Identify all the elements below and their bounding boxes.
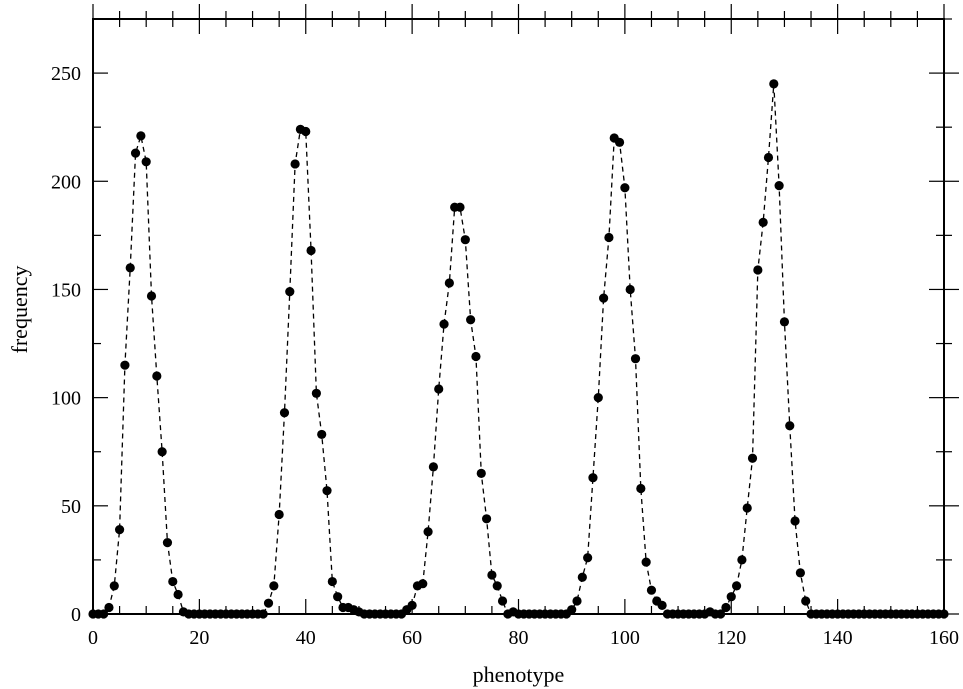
data-point	[444, 278, 454, 288]
data-point	[152, 371, 162, 381]
data-point	[625, 284, 635, 295]
data-point	[641, 557, 651, 567]
data-point	[657, 600, 667, 610]
data-point	[104, 602, 114, 613]
data-point	[109, 581, 119, 591]
data-point	[311, 388, 321, 398]
y-tick-label: 250	[51, 63, 81, 85]
data-point	[290, 159, 300, 169]
data-point	[434, 384, 444, 394]
data-point	[141, 157, 151, 167]
data-point	[173, 589, 183, 600]
data-point	[737, 555, 747, 565]
data-point	[726, 592, 736, 602]
x-tick-label: 40	[296, 627, 316, 649]
data-point	[130, 148, 141, 158]
data-point	[168, 576, 178, 587]
data-point	[785, 421, 795, 431]
data-point	[333, 592, 343, 602]
data-point	[423, 527, 433, 537]
x-tick-label: 140	[823, 627, 853, 649]
data-point	[753, 265, 763, 275]
data-point	[146, 291, 157, 301]
data-point	[721, 602, 731, 613]
x-tick-label: 160	[929, 627, 959, 649]
y-tick-label: 150	[51, 279, 81, 301]
data-point	[731, 581, 742, 591]
data-point	[269, 581, 279, 591]
data-point	[492, 581, 502, 591]
data-point	[599, 293, 609, 303]
x-axis-label: phenotype	[473, 662, 565, 687]
data-point	[795, 568, 805, 578]
data-point	[471, 351, 481, 362]
x-tick-label: 100	[610, 627, 640, 649]
data-point	[481, 514, 492, 524]
data-point	[157, 447, 167, 457]
data-point	[636, 483, 646, 494]
data-point	[162, 538, 173, 548]
x-tick-label: 20	[189, 627, 209, 649]
data-point	[317, 429, 327, 440]
data-point	[630, 354, 641, 364]
x-tick-label: 80	[509, 627, 529, 649]
data-point	[742, 503, 752, 513]
y-tick-label: 50	[61, 496, 81, 518]
data-point	[487, 570, 497, 580]
data-point	[583, 553, 593, 563]
data-point	[407, 600, 417, 610]
data-point	[588, 473, 598, 483]
data-point	[322, 486, 332, 496]
data-point	[779, 317, 790, 327]
y-tick-label: 100	[51, 388, 81, 410]
data-point	[301, 126, 311, 137]
data-point	[418, 579, 428, 589]
data-point	[327, 576, 337, 587]
data-point	[428, 462, 438, 472]
data-point	[763, 152, 774, 163]
series-line	[93, 83, 944, 615]
data-point	[455, 202, 465, 212]
data-point	[758, 217, 768, 227]
data-point	[125, 263, 135, 273]
data-point	[747, 453, 758, 463]
data-point	[120, 360, 130, 370]
data-point	[279, 408, 290, 418]
data-point	[136, 131, 146, 141]
data-point	[769, 79, 779, 89]
data-point	[646, 585, 657, 595]
x-tick-label: 0	[88, 627, 98, 649]
plot-frame	[92, 18, 945, 615]
data-point	[790, 516, 800, 526]
data-point	[614, 137, 625, 147]
y-tick-label: 0	[71, 604, 81, 626]
data-point	[620, 183, 630, 193]
data-point	[114, 525, 125, 535]
data-point	[285, 287, 295, 297]
data-point	[466, 315, 476, 325]
y-tick-label: 200	[51, 171, 81, 193]
y-axis-label: frequency	[7, 266, 32, 354]
data-point	[497, 596, 508, 606]
data-point	[593, 393, 603, 403]
data-point	[604, 232, 614, 243]
data-point	[439, 319, 449, 329]
data-point	[567, 605, 577, 615]
data-point	[460, 235, 470, 245]
tick-labels: 0 20 40 60 80 100 120 140 160 0 50 100 150 200 250	[51, 63, 959, 649]
data-point	[577, 572, 587, 582]
data-point	[476, 468, 486, 478]
data-point	[774, 181, 784, 191]
data-point	[801, 596, 811, 606]
data-point	[572, 596, 582, 606]
x-tick-label: 120	[716, 627, 746, 649]
data-point	[263, 598, 274, 608]
data-point	[306, 245, 316, 256]
x-tick-label: 60	[402, 627, 422, 649]
data-point	[274, 509, 284, 520]
